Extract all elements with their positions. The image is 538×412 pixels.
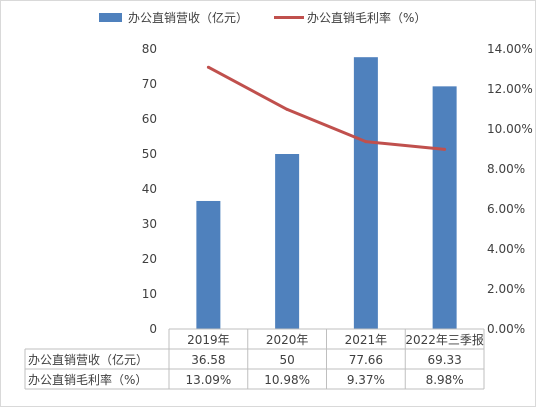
table-cell: 10.98%: [264, 373, 310, 387]
left-tick-label: 40: [142, 182, 157, 196]
left-axis: 0 10 20 30 40 50 60 70 80: [142, 42, 157, 336]
line-point: [285, 107, 289, 111]
bar-series: [196, 57, 457, 329]
legend-swatch-revenue: [99, 13, 122, 22]
margin-line: [207, 65, 445, 151]
left-tick-label: 30: [142, 217, 157, 231]
line-series: [206, 65, 447, 151]
right-tick-label: 12.00%: [487, 82, 533, 96]
left-tick-label: 60: [142, 112, 157, 126]
right-tick-label: 4.00%: [487, 242, 525, 256]
category-label: 2020年: [266, 333, 309, 347]
line-point: [206, 65, 210, 69]
table-cell: 36.58: [191, 353, 225, 367]
left-tick-label: 80: [142, 42, 157, 56]
right-tick-label: 2.00%: [487, 282, 525, 296]
category-label: 2019年: [187, 333, 230, 347]
right-tick-label: 0.00%: [487, 322, 525, 336]
left-tick-label: 10: [142, 287, 157, 301]
category-label: 2021年: [345, 333, 388, 347]
line-point: [443, 147, 447, 151]
right-tick-label: 6.00%: [487, 202, 525, 216]
legend-label-margin: 办公直销毛利率（%）: [307, 10, 426, 25]
table-cell: 50: [279, 353, 294, 367]
table-row-label: 办公直销营收（亿元）: [28, 352, 148, 367]
bar: [432, 86, 457, 329]
right-tick-label: 14.00%: [487, 42, 533, 56]
left-tick-label: 50: [142, 147, 157, 161]
table-cell: 69.33: [427, 353, 461, 367]
category-label: 2022年三季报: [405, 332, 484, 347]
bar: [196, 200, 221, 329]
bar: [275, 154, 300, 329]
table-cell: 9.37%: [347, 373, 385, 387]
line-point: [364, 140, 368, 144]
table-cell: 13.09%: [185, 373, 231, 387]
left-tick-label: 20: [142, 252, 157, 266]
legend: 办公直销营收（亿元） 办公直销毛利率（%）: [99, 10, 426, 25]
right-tick-label: 8.00%: [487, 162, 525, 176]
table-cell: 77.66: [349, 353, 383, 367]
right-axis: 0.00% 2.00% 4.00% 6.00% 8.00% 10.00% 12.00% 14.…: [487, 42, 533, 336]
right-tick-label: 10.00%: [487, 122, 533, 136]
legend-label-revenue: 办公直销营收（亿元）: [128, 10, 248, 25]
table-row-label: 办公直销毛利率（%）: [28, 372, 147, 387]
left-tick-label: 0: [149, 322, 157, 336]
table-cell: 8.98%: [426, 373, 464, 387]
bar: [353, 57, 378, 329]
left-tick-label: 70: [142, 77, 157, 91]
